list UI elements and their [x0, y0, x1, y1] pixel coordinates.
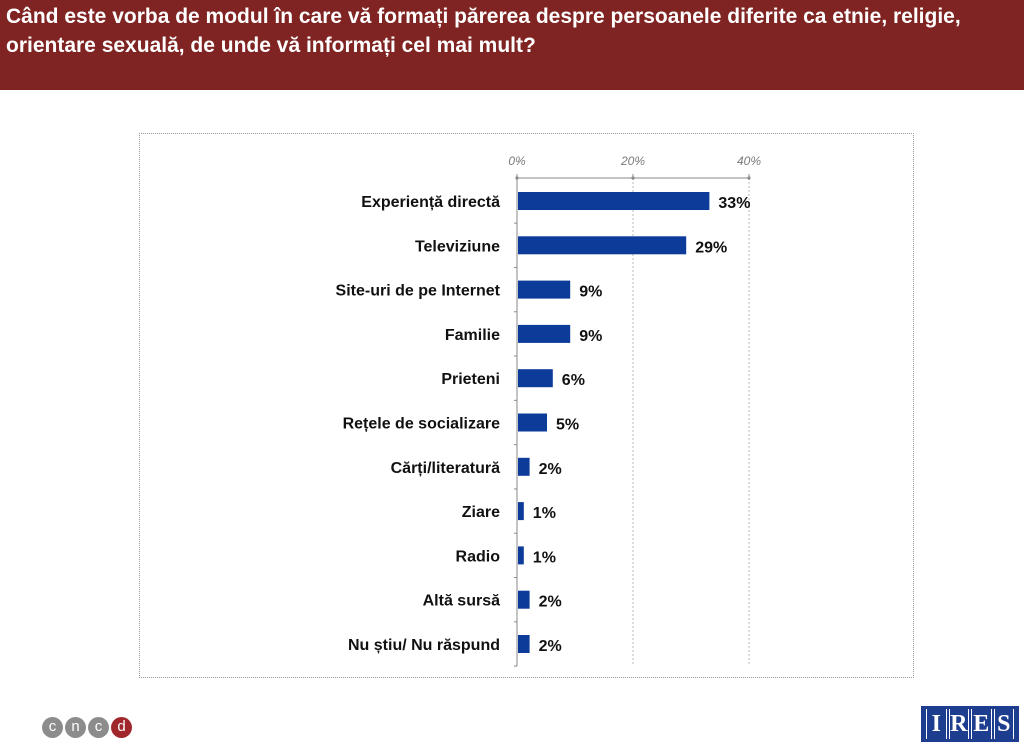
ires-logo: I R E S	[921, 706, 1019, 742]
bar	[518, 236, 687, 255]
category-label: Altă sursă	[423, 593, 500, 610]
category-label: Rețele de socializare	[343, 416, 501, 433]
tick-label: 20%	[620, 154, 645, 168]
category-label: Radio	[456, 548, 501, 565]
bar	[518, 635, 530, 653]
category-label: Experiență directă	[361, 194, 500, 211]
cncd-logo-letter: c	[88, 717, 109, 738]
cncd-logo: c n c d	[42, 712, 142, 745]
bar	[518, 546, 524, 565]
bar	[518, 502, 524, 521]
page-title: Când este vorba de modul în care vă form…	[6, 5, 961, 57]
bar	[518, 590, 530, 609]
category-label: Nu știu/ Nu răspund	[348, 637, 500, 654]
value-label: 5%	[556, 417, 579, 434]
cncd-logo-letter: c	[42, 717, 63, 738]
ires-logo-letter: E	[971, 709, 992, 739]
ires-logo-letter: S	[993, 709, 1014, 739]
value-label: 2%	[539, 594, 562, 611]
ires-logo-letter: I	[926, 709, 947, 739]
value-label: 1%	[533, 505, 556, 522]
category-label: Ziare	[462, 504, 500, 521]
cncd-logo-letter: d	[111, 717, 132, 738]
value-label: 2%	[539, 461, 562, 478]
value-label: 9%	[579, 284, 602, 301]
bar	[518, 280, 571, 299]
category-label: Cărți/literatură	[391, 460, 500, 477]
value-label: 1%	[533, 549, 556, 566]
bar	[518, 457, 530, 476]
category-label: Televiziune	[415, 238, 500, 255]
bar-chart: 0% 20% 40% Experiență directă 33% Televiziune…	[336, 154, 761, 667]
category-label: Prieteni	[441, 371, 500, 388]
ires-logo-letter: R	[948, 709, 969, 739]
cncd-logo-letter: n	[65, 717, 86, 738]
value-label: 33%	[718, 195, 750, 212]
category-label: Familie	[445, 327, 500, 344]
bar	[518, 413, 547, 432]
bar	[518, 369, 553, 388]
category-label: Site-uri de pe Internet	[336, 283, 501, 300]
bar	[518, 192, 710, 210]
tick-label: 0%	[508, 154, 526, 168]
value-label: 29%	[695, 239, 727, 256]
tick-label: 40%	[737, 154, 761, 168]
value-label: 9%	[579, 328, 602, 345]
value-label: 2%	[539, 638, 562, 655]
chart-frame: 0% 20% 40% Experiență directă 33% Televiziune…	[139, 133, 914, 678]
value-label: 6%	[562, 372, 585, 389]
header-bar: Când este vorba de modul în care vă form…	[0, 0, 1024, 90]
bar	[518, 324, 571, 343]
